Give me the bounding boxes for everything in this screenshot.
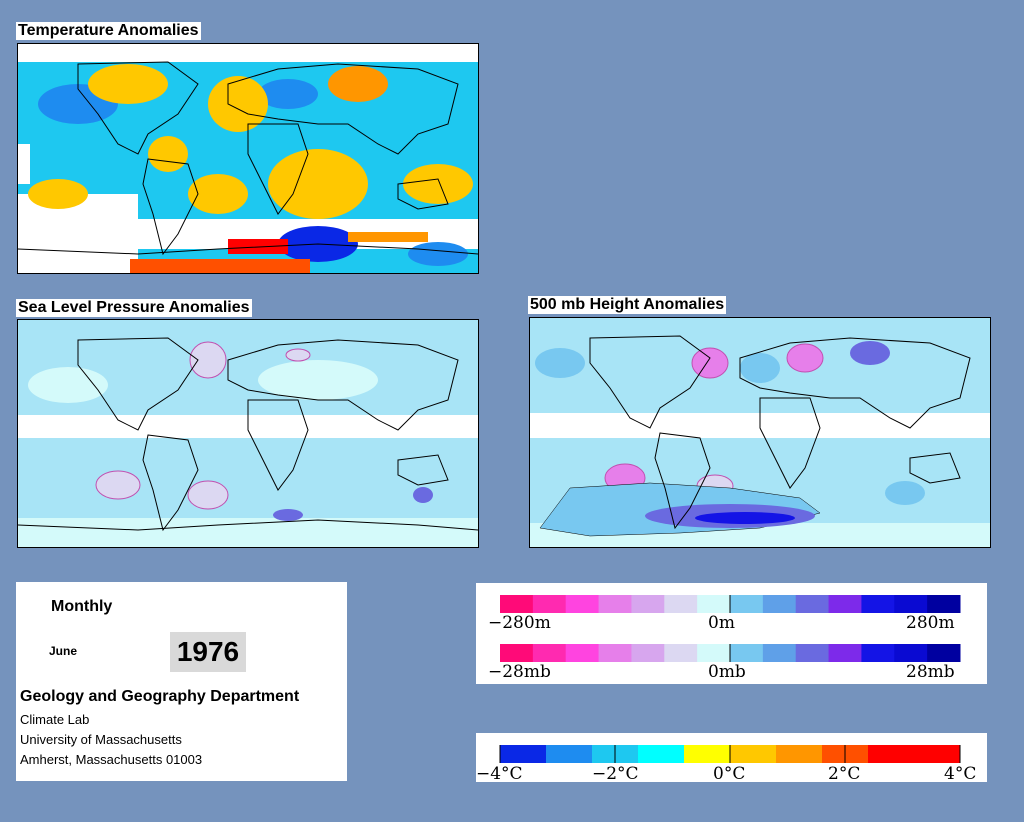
scale-swatch xyxy=(762,595,797,613)
scale-swatch xyxy=(730,644,764,662)
temp-tick-label: −2°C xyxy=(592,764,639,782)
scale-swatch xyxy=(664,595,698,613)
scale-swatch xyxy=(776,745,823,763)
scale-swatch xyxy=(638,745,685,763)
year-label: 1976 xyxy=(170,632,246,672)
scale-swatch xyxy=(861,644,895,662)
scale-swatch xyxy=(868,745,915,763)
pressure-legend-min: −28mb xyxy=(488,662,551,682)
scale-swatch xyxy=(598,644,632,662)
temperature-panel-title: Temperature Anomalies xyxy=(16,22,201,40)
scale-swatch xyxy=(500,644,534,662)
month-label: June xyxy=(49,644,78,658)
info-line-university: University of Massachusetts xyxy=(20,732,182,747)
info-line-lab: Climate Lab xyxy=(20,712,90,727)
scale-swatch xyxy=(795,595,830,613)
scale-swatch xyxy=(927,644,961,662)
department-label: Geology and Geography Department xyxy=(20,688,300,705)
info-box: Monthly June 1976 Geology and Geography … xyxy=(16,582,347,781)
scale-swatch xyxy=(697,595,731,613)
height-pressure-legend: −280m 0m 280m −28mb 0mb 28mb xyxy=(476,583,987,684)
height-color-scale xyxy=(500,595,961,613)
slp-anomaly-map xyxy=(17,319,479,548)
pressure-legend-center: 0mb xyxy=(708,662,746,682)
scale-swatch xyxy=(894,644,928,662)
scale-swatch xyxy=(927,595,961,613)
scale-swatch xyxy=(828,595,862,613)
scale-swatch xyxy=(500,595,534,613)
scale-swatch xyxy=(565,595,600,613)
scale-swatch xyxy=(828,644,862,662)
temp-tick-label: 4°C xyxy=(944,764,976,782)
height-legend-max: 280m xyxy=(906,613,955,633)
height500-anomaly-map xyxy=(529,317,991,548)
temperature-legend: −4°C −2°C 0°C 2°C 4°C xyxy=(476,733,987,782)
scale-swatch xyxy=(500,745,547,763)
scale-swatch xyxy=(730,745,777,763)
info-line-address: Amherst, Massachusetts 01003 xyxy=(20,752,203,767)
scale-swatch xyxy=(565,644,600,662)
scale-swatch xyxy=(697,644,731,662)
scale-swatch xyxy=(762,644,797,662)
pressure-legend-max: 28mb xyxy=(906,662,955,682)
height500-panel-title: 500 mb Height Anomalies xyxy=(528,296,727,314)
scale-swatch xyxy=(532,595,567,613)
scale-swatch xyxy=(598,595,632,613)
pressure-color-scale xyxy=(500,644,961,662)
scale-swatch xyxy=(861,595,895,613)
scale-swatch xyxy=(546,745,593,763)
temperature-anomaly-map xyxy=(17,43,479,274)
height-legend-center: 0m xyxy=(708,613,735,633)
scale-swatch xyxy=(631,595,665,613)
scale-swatch xyxy=(684,745,731,763)
period-label: Monthly xyxy=(51,598,113,615)
scale-swatch xyxy=(914,745,961,763)
scale-swatch xyxy=(664,644,698,662)
scale-swatch xyxy=(894,595,928,613)
temp-tick-label: −4°C xyxy=(476,764,523,782)
slp-panel-title: Sea Level Pressure Anomalies xyxy=(16,299,252,317)
temp-tick-label: 2°C xyxy=(828,764,860,782)
scale-swatch xyxy=(631,644,665,662)
scale-swatch xyxy=(532,644,567,662)
temperature-color-scale xyxy=(499,745,961,763)
height-legend-min: −280m xyxy=(488,613,551,633)
scale-swatch xyxy=(730,595,764,613)
temp-tick-label: 0°C xyxy=(713,764,745,782)
scale-swatch xyxy=(795,644,830,662)
